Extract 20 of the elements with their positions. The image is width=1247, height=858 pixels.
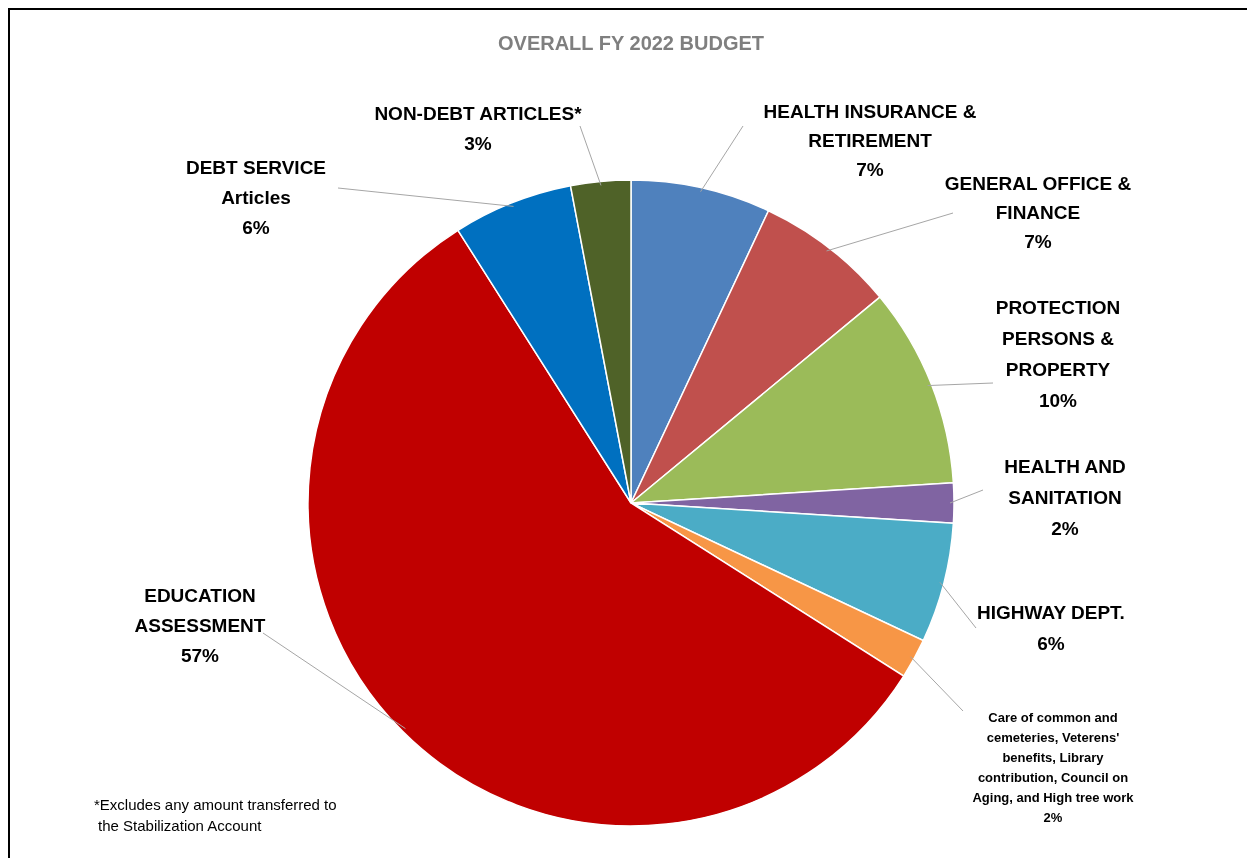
data-label: 6%	[242, 217, 270, 238]
slice-label: HIGHWAY DEPT.	[977, 602, 1125, 623]
chart-title: OVERALL FY 2022 BUDGET	[498, 32, 764, 54]
data-label: 3%	[464, 133, 492, 154]
slice-label: HEALTH INSURANCE & RETIREMENT	[763, 101, 977, 151]
slice-label: GENERAL OFFICE & FINANCE	[944, 173, 1132, 223]
data-label: 2%	[1043, 810, 1063, 825]
data-label: 2%	[1051, 518, 1079, 539]
slice-label: EDUCATION ASSESSMENT	[134, 585, 266, 636]
slice-label: HEALTH AND SANITATION	[1004, 456, 1126, 508]
slice-label: NON-DEBT ARTICLES*	[374, 103, 583, 124]
data-label: 7%	[856, 159, 884, 180]
slice-label: PROTECTION PERSONS & PROPERTY	[995, 297, 1121, 380]
data-label: 6%	[1037, 633, 1065, 654]
slice-label: Care of common and cemeteries, Veterens' benefits, Library contribution, Council on Aging, and High tree work	[972, 710, 1135, 805]
slice-label: DEBT SERVICE Articles	[185, 157, 327, 208]
text: *Excludes any amount transferred to the Stabilization Account	[94, 796, 337, 834]
data-label: 57%	[180, 645, 220, 666]
data-label: 10%	[1038, 390, 1078, 411]
data-label: 7%	[1024, 231, 1052, 252]
